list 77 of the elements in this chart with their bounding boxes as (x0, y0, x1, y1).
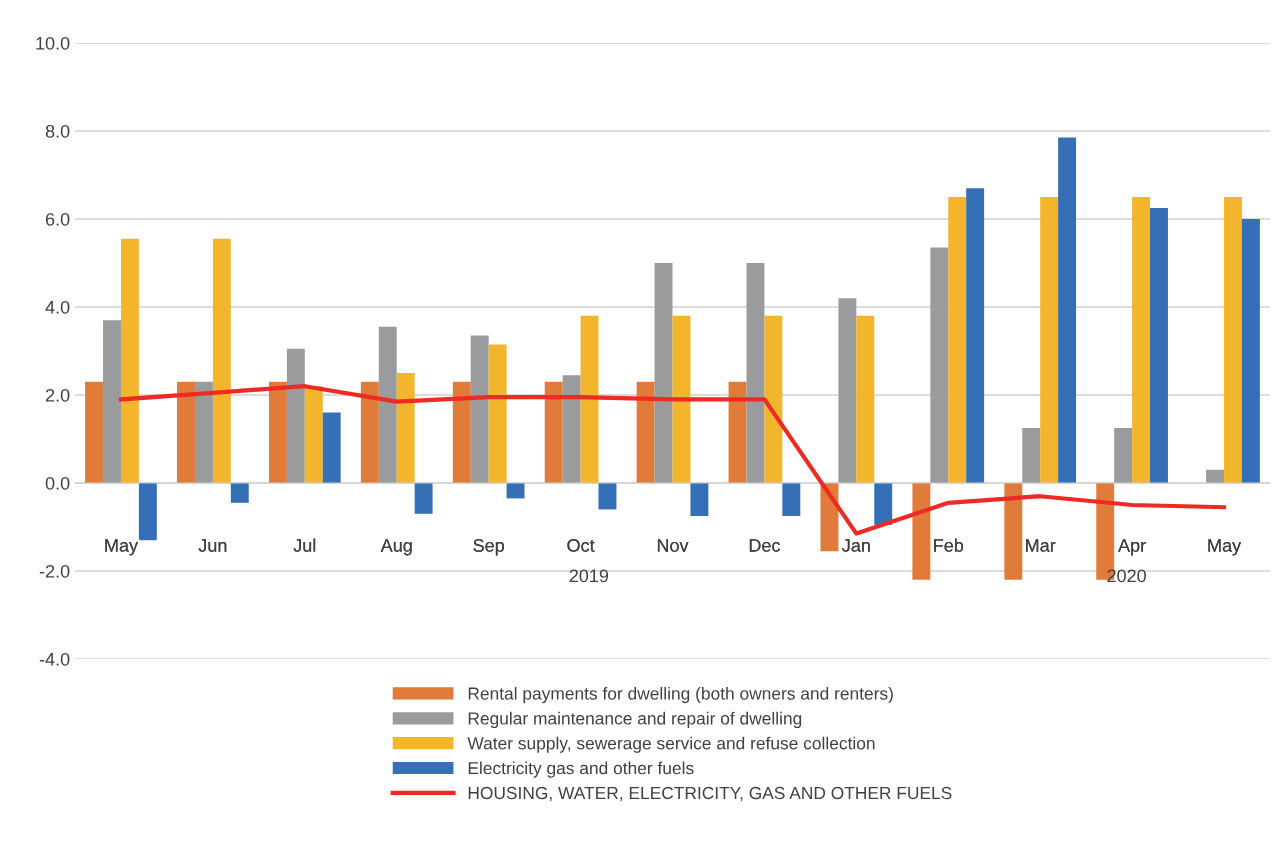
legend-label: Rental payments for dwelling (both owners and renters) (468, 686, 893, 704)
legend-label: Regular maintenance and repair of dwelling (468, 711, 802, 728)
x-tick-label: Jul (293, 538, 316, 552)
bar (322, 412, 341, 483)
bar (488, 344, 507, 483)
legend-label: Water supply, sewerage service and refuse collection (467, 736, 875, 753)
line-series (118, 384, 1227, 536)
x-tick-label: Feb (934, 538, 964, 552)
bar (1206, 469, 1225, 483)
bar (396, 373, 415, 483)
bar (782, 483, 801, 516)
bar (212, 238, 231, 483)
x-tick-label: Aug (380, 539, 412, 556)
bar (690, 483, 709, 516)
bar (1004, 483, 1023, 580)
bar (1058, 137, 1077, 483)
bar (930, 247, 949, 483)
bar (636, 381, 655, 483)
bar (728, 381, 747, 483)
bar (304, 386, 323, 483)
bar (378, 326, 397, 483)
bar (120, 238, 139, 483)
bar (654, 263, 673, 483)
bar (746, 263, 765, 483)
x-tick-label: Nov (657, 539, 689, 552)
bar (1040, 197, 1059, 483)
y-tick-label: 4.0 (45, 300, 70, 314)
y-tick-label: 2.0 (45, 388, 70, 402)
bar (194, 381, 213, 483)
bar (598, 483, 617, 510)
bar (177, 381, 195, 483)
legend-label: HOUSING, WATER, ELECTRICITY, GAS AND OTHER FUELS (468, 786, 952, 802)
x-tick-label: May (105, 539, 138, 556)
bar (470, 335, 489, 483)
bar (268, 381, 287, 483)
bar (452, 381, 471, 483)
bar (1150, 208, 1168, 483)
bar (580, 315, 599, 483)
bar (103, 320, 121, 483)
bar (85, 381, 104, 483)
y-tick-label: -4.0 (39, 652, 70, 666)
y-tick-label: 8.0 (45, 124, 70, 138)
x-tick-label: Oct (567, 539, 595, 552)
bar (544, 381, 563, 483)
bar (672, 315, 691, 483)
x-tick-label: May (1208, 539, 1242, 556)
bar (1132, 197, 1151, 483)
x-tick-label: Sep (473, 539, 504, 556)
bar (966, 188, 985, 483)
legend-label: Electricity gas and other fuels (468, 761, 694, 778)
x-tick-label: Jun (198, 539, 227, 552)
bar (874, 483, 893, 525)
bar (764, 315, 783, 483)
bar (1241, 219, 1260, 483)
x-tick-label: Mar (1026, 539, 1056, 552)
bar (1114, 428, 1133, 483)
bar (360, 381, 379, 483)
y-tick-label: 10.0 (36, 36, 70, 50)
y-tick-label: 0.0 (45, 476, 70, 490)
bar (414, 483, 433, 514)
annotation: 2019 (569, 569, 609, 583)
y-tick-label: 6.0 (45, 212, 70, 226)
y-tick-label: -2.0 (39, 564, 70, 578)
x-tick-label: Apr (1118, 539, 1146, 556)
x-tick-label: Dec (749, 539, 780, 552)
bar (1022, 428, 1041, 483)
bar (838, 298, 857, 483)
bar (948, 197, 967, 483)
bar (286, 348, 305, 483)
bar (912, 483, 931, 580)
bar (562, 375, 581, 483)
bar (1224, 197, 1242, 483)
bar (856, 315, 875, 483)
bar (138, 483, 157, 541)
bar (506, 483, 525, 499)
bar (230, 483, 249, 503)
x-tick-label: Jan (842, 539, 870, 552)
